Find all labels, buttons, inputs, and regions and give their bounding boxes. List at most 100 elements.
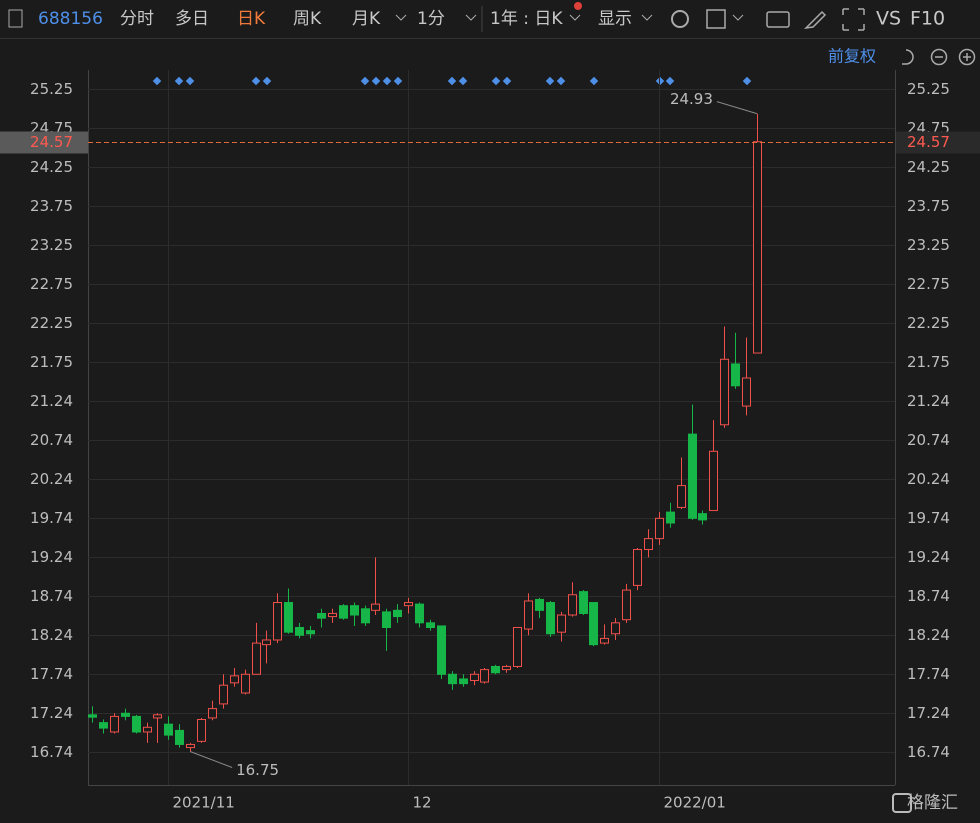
- dropdown-arrow[interactable]: [732, 14, 744, 21]
- f10-button[interactable]: F10: [910, 8, 945, 30]
- candle-body: [502, 665, 511, 671]
- y-tick-label-right: 19.74: [907, 509, 950, 527]
- candle-body: [677, 485, 686, 508]
- tab[interactable]: 月K: [352, 9, 381, 29]
- y-tick-label-right: 20.24: [907, 470, 950, 488]
- x-tick-label: 12: [413, 794, 432, 812]
- checkbox-icon[interactable]: [706, 9, 726, 29]
- candle-body: [448, 673, 457, 685]
- y-tick-label: 17.24: [30, 704, 73, 722]
- annotation-leader: [189, 751, 233, 768]
- candle-body: [644, 538, 653, 551]
- y-tick-label-right: 18.74: [907, 587, 950, 605]
- candle-body: [579, 591, 588, 614]
- vs-button[interactable]: VS: [876, 8, 901, 30]
- y-tick-label: 21.24: [30, 392, 73, 410]
- candle-body: [284, 602, 293, 633]
- tab[interactable]: 多日: [175, 9, 209, 29]
- adjust-button[interactable]: 前复权: [828, 47, 876, 66]
- candle-body: [459, 678, 468, 685]
- display-menu[interactable]: 显示: [598, 9, 632, 29]
- event-marker: [174, 76, 184, 86]
- fullscreen-icon[interactable]: [842, 8, 865, 31]
- candle-body: [197, 719, 206, 742]
- y-tick-label: 22.75: [30, 275, 73, 293]
- candle-body: [350, 605, 359, 616]
- dropdown-arrow[interactable]: [641, 14, 653, 21]
- event-marker: [371, 76, 381, 86]
- y-tick-label-right: 22.75: [907, 275, 950, 293]
- annotation-leader: [716, 101, 758, 115]
- event-marker: [589, 76, 599, 86]
- y-tick-label-right: 21.75: [907, 353, 950, 371]
- candle-body: [731, 363, 740, 387]
- zoom-out-icon[interactable]: [930, 48, 948, 66]
- camera-icon[interactable]: [766, 11, 790, 28]
- settings-icon[interactable]: [671, 10, 689, 28]
- candle-body: [99, 722, 108, 729]
- y-tick-label-right: 22.25: [907, 314, 950, 332]
- y-tick-label: 23.75: [30, 197, 73, 215]
- candle-body: [666, 511, 675, 524]
- candle-body: [273, 602, 282, 641]
- zoom-in-icon: [963, 53, 971, 61]
- candle-body: [143, 726, 152, 733]
- candle-body: [557, 614, 566, 633]
- reset-icon[interactable]: [902, 49, 914, 65]
- event-marker: [665, 76, 675, 86]
- y-tick-label-right: 19.24: [907, 548, 950, 566]
- y-tick-label-right: 17.74: [907, 665, 950, 683]
- candle-body: [328, 612, 337, 618]
- candle-body: [317, 612, 326, 619]
- x-tick-label: 2021/11: [173, 794, 235, 812]
- period-select[interactable]: 1年 : 日K: [490, 9, 563, 29]
- candle-body: [513, 626, 522, 667]
- candle-body: [121, 712, 130, 717]
- y-tick-label: 16.74: [30, 743, 73, 761]
- draw-icon[interactable]: [803, 10, 827, 30]
- candle-body: [241, 673, 250, 694]
- event-marker: [502, 76, 512, 86]
- tab[interactable]: 周K: [293, 9, 322, 29]
- event-marker: [545, 76, 555, 86]
- candle-body: [164, 723, 173, 736]
- event-marker: [382, 76, 392, 86]
- candle-body: [382, 611, 391, 628]
- zoom-in-icon[interactable]: [958, 48, 976, 66]
- candle-body: [470, 673, 479, 682]
- y-tick-label-right: 23.75: [907, 197, 950, 215]
- y-tick-label: 21.75: [30, 353, 73, 371]
- event-marker: [742, 76, 752, 86]
- y-tick-label: 17.74: [30, 665, 73, 683]
- candle-body: [415, 603, 424, 624]
- dropdown-arrow[interactable]: [569, 14, 581, 21]
- high-annotation: 24.93: [670, 90, 713, 108]
- candle-body: [568, 594, 577, 616]
- y-tick-label: 19.74: [30, 509, 73, 527]
- tab[interactable]: 分时: [120, 9, 154, 29]
- badge: [574, 2, 582, 10]
- y-tick-label: 18.74: [30, 587, 73, 605]
- candle-body: [589, 602, 598, 646]
- y-tick-label: 24.25: [30, 158, 73, 176]
- candle-body: [132, 715, 141, 733]
- tab[interactable]: 1分: [417, 9, 445, 29]
- candle-body: [742, 377, 751, 407]
- tab-active[interactable]: 日K: [237, 9, 266, 29]
- y-tick-label: 20.74: [30, 431, 73, 449]
- watermark: 格隆汇: [907, 793, 958, 813]
- y-tick-label-right: 23.25: [907, 236, 950, 254]
- event-marker: [185, 76, 195, 86]
- candle-body: [230, 675, 239, 684]
- stock-code[interactable]: 688156: [38, 9, 103, 29]
- candle-body: [219, 684, 228, 705]
- candle-body: [698, 513, 707, 521]
- y-tick-label-right: 17.24: [907, 704, 950, 722]
- dropdown-arrow[interactable]: [395, 14, 407, 21]
- event-marker: [458, 76, 468, 86]
- panel-icon[interactable]: [8, 9, 23, 28]
- event-marker: [152, 76, 162, 86]
- y-tick-label-right: 24.25: [907, 158, 950, 176]
- dropdown-arrow[interactable]: [465, 14, 477, 21]
